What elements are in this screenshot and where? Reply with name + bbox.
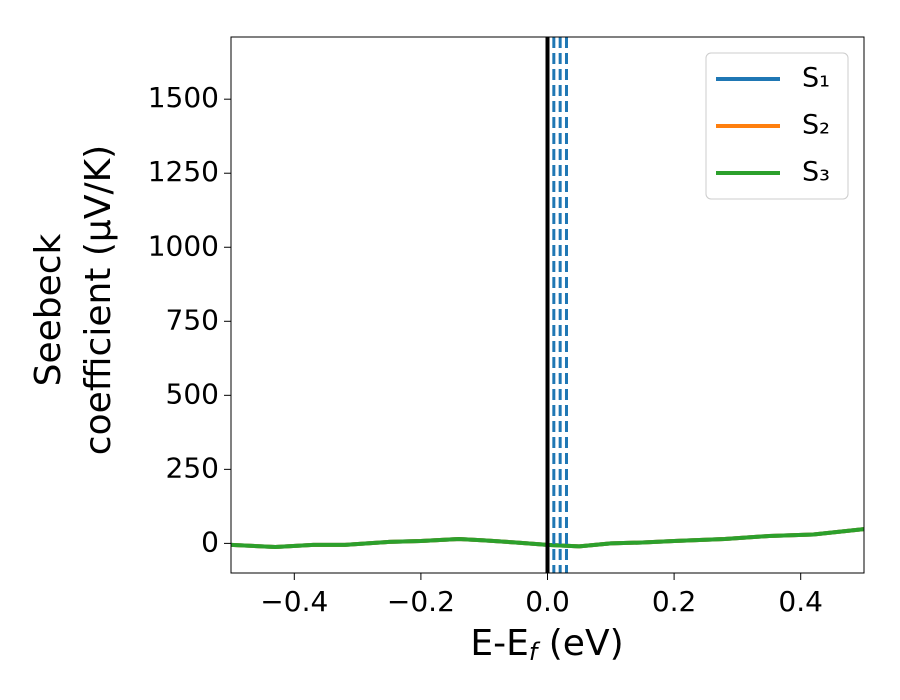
x-tick-label: 0.4 <box>778 585 823 618</box>
series-line <box>231 527 864 549</box>
legend-label: S₃ <box>802 157 830 188</box>
legend-label: S₁ <box>802 63 830 94</box>
y-axis-label: Seebeck <box>28 233 69 386</box>
y-tick-label: 1000 <box>148 229 219 262</box>
y-axis-label: coefficient (μV/K) <box>78 145 119 455</box>
y-tick-label: 1500 <box>148 81 219 114</box>
y-tick-label: 1250 <box>148 155 219 188</box>
y-tick-label: 500 <box>166 377 219 410</box>
x-label-rest: (eV) <box>537 623 623 664</box>
plot-area <box>231 37 864 573</box>
x-tick-label: 0.0 <box>525 585 570 618</box>
x-axis-label: E-Ef (eV) <box>470 623 623 666</box>
x-tick-label: 0.2 <box>652 585 697 618</box>
y-tick-label: 250 <box>166 451 219 484</box>
y-tick-label: 0 <box>201 525 219 558</box>
x-tick-label: −0.4 <box>260 585 328 618</box>
x-label-main: E-E <box>470 623 528 664</box>
plot-frame <box>230 36 865 574</box>
legend-label: S₂ <box>802 110 830 141</box>
x-tick-label: −0.2 <box>387 585 455 618</box>
y-tick-label: 750 <box>166 303 219 336</box>
